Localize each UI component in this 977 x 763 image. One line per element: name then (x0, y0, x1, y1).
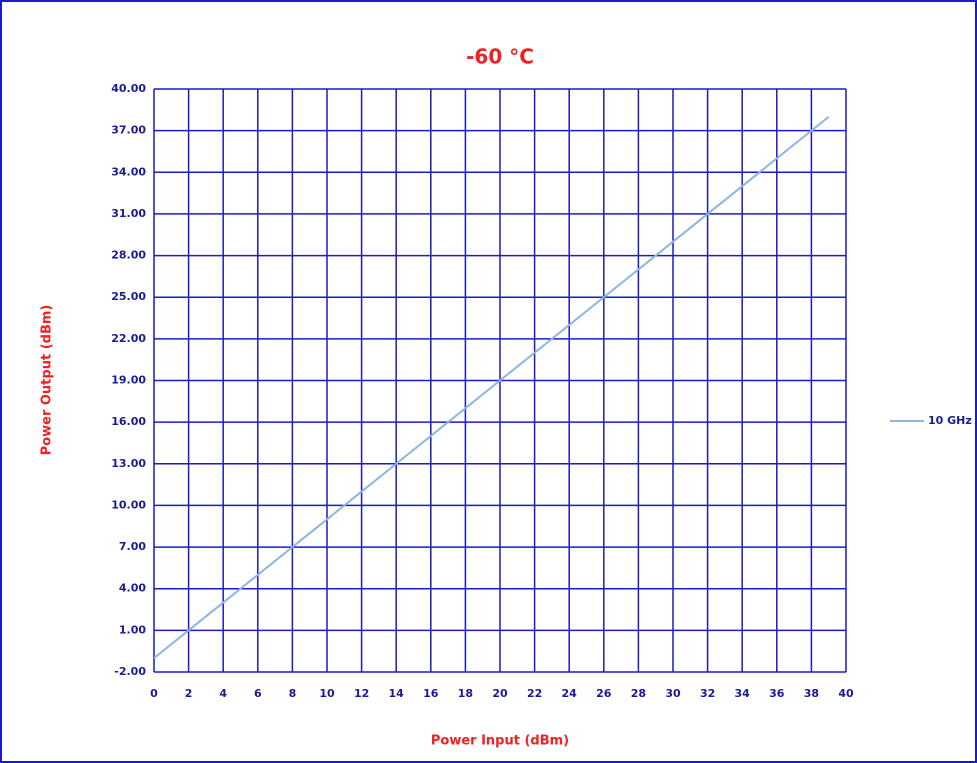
y-tick-label: 13.00 (111, 457, 146, 470)
x-tick-label: 22 (527, 687, 542, 700)
x-tick-label: 24 (562, 687, 578, 700)
y-tick-label: 40.00 (111, 82, 146, 95)
data-line (153, 115, 830, 659)
x-tick-label: 10 (319, 687, 335, 700)
x-tick-label: 18 (458, 687, 473, 700)
y-tick-label: 19.00 (111, 374, 146, 387)
y-tick-label: 37.00 (111, 124, 146, 137)
chart-title: -60 °C (466, 45, 534, 69)
x-tick-label: 8 (289, 687, 297, 700)
y-tick-label: 22.00 (111, 332, 146, 345)
x-tick-label: 40 (838, 687, 854, 700)
y-axis-title: Power Output (dBm) (40, 305, 55, 456)
y-tick-label: 16.00 (111, 415, 146, 428)
y-tick-label: 31.00 (111, 207, 146, 220)
x-tick-label: 32 (700, 687, 715, 700)
y-tick-label: 28.00 (111, 249, 146, 262)
x-tick-label: 2 (185, 687, 193, 700)
y-tick-label: -2.00 (114, 665, 146, 678)
y-tick-label: 10.00 (111, 498, 146, 511)
x-tick-label: 16 (423, 687, 439, 700)
x-tick-label: 36 (769, 687, 785, 700)
x-tick-label: 0 (150, 687, 158, 700)
y-tick-label: 25.00 (111, 290, 146, 303)
x-tick-label: 12 (354, 687, 369, 700)
y-tick-label: 34.00 (111, 165, 146, 178)
legend-label: 10 GHz (928, 414, 972, 427)
x-tick-label: 34 (735, 687, 751, 700)
x-axis-title: Power Input (dBm) (431, 734, 569, 749)
x-tick-label: 6 (254, 687, 262, 700)
x-tick-label: 38 (804, 687, 819, 700)
x-tick-label: 14 (389, 687, 405, 700)
x-tick-label: 26 (596, 687, 612, 700)
x-tick-label: 30 (665, 687, 681, 700)
y-tick-label: 7.00 (119, 540, 146, 553)
x-tick-label: 4 (219, 687, 227, 700)
y-tick-label: 4.00 (119, 582, 146, 595)
x-tick-label: 20 (492, 687, 508, 700)
x-tick-label: 28 (631, 687, 646, 700)
y-tick-label: 1.00 (119, 623, 146, 636)
